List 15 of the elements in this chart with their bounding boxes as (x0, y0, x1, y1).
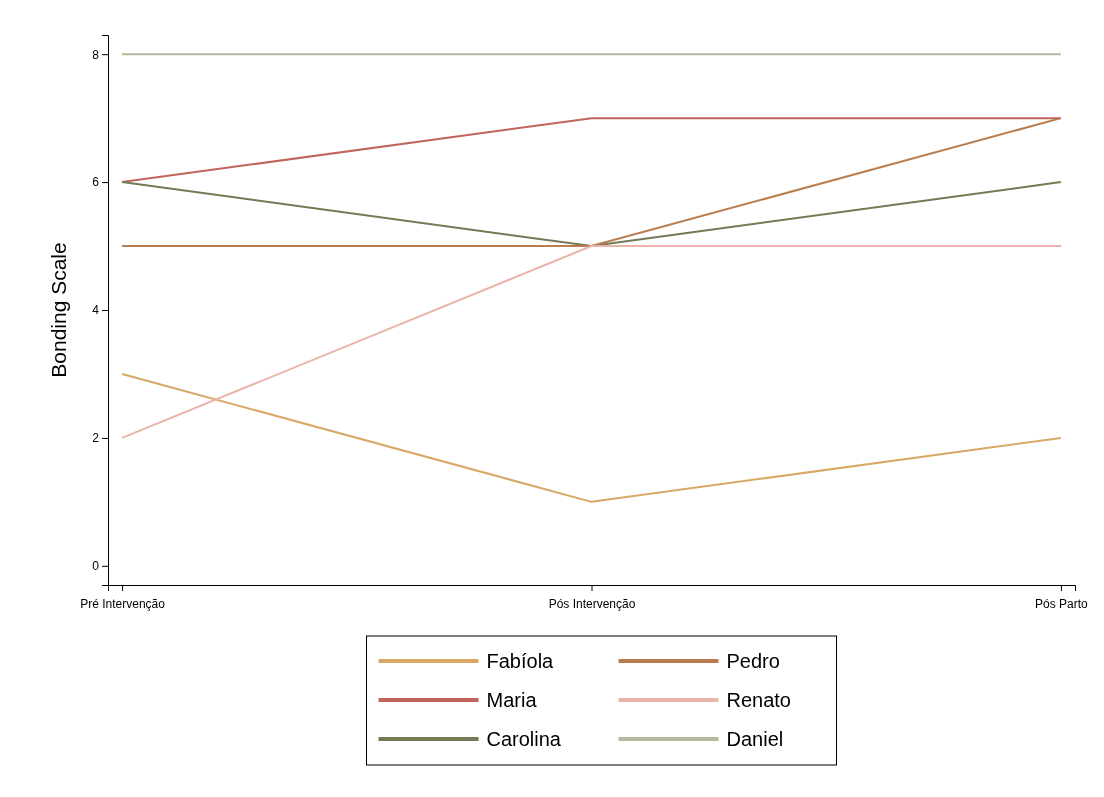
y-tick-label: 2 (92, 431, 100, 446)
y-axis-title: Bonding Scale (47, 242, 70, 378)
legend-label: Carolina (486, 728, 562, 750)
legend-label: Daniel (726, 728, 784, 750)
y-tick-label: 4 (92, 303, 100, 318)
y-tick-label: 6 (92, 175, 100, 190)
x-tick-label: Pré Intervenção (80, 597, 166, 612)
legend-label: Pedro (726, 650, 780, 672)
y-tick-label: 0 (92, 559, 100, 574)
legend-label: Renato (726, 689, 791, 711)
legend-label: Maria (486, 689, 538, 711)
legend-label: Fabíola (486, 650, 555, 672)
x-tick-label: Pós Intervenção (548, 597, 636, 612)
y-tick-label: 8 (92, 47, 100, 62)
x-tick-label: Pós Parto (1035, 597, 1089, 612)
